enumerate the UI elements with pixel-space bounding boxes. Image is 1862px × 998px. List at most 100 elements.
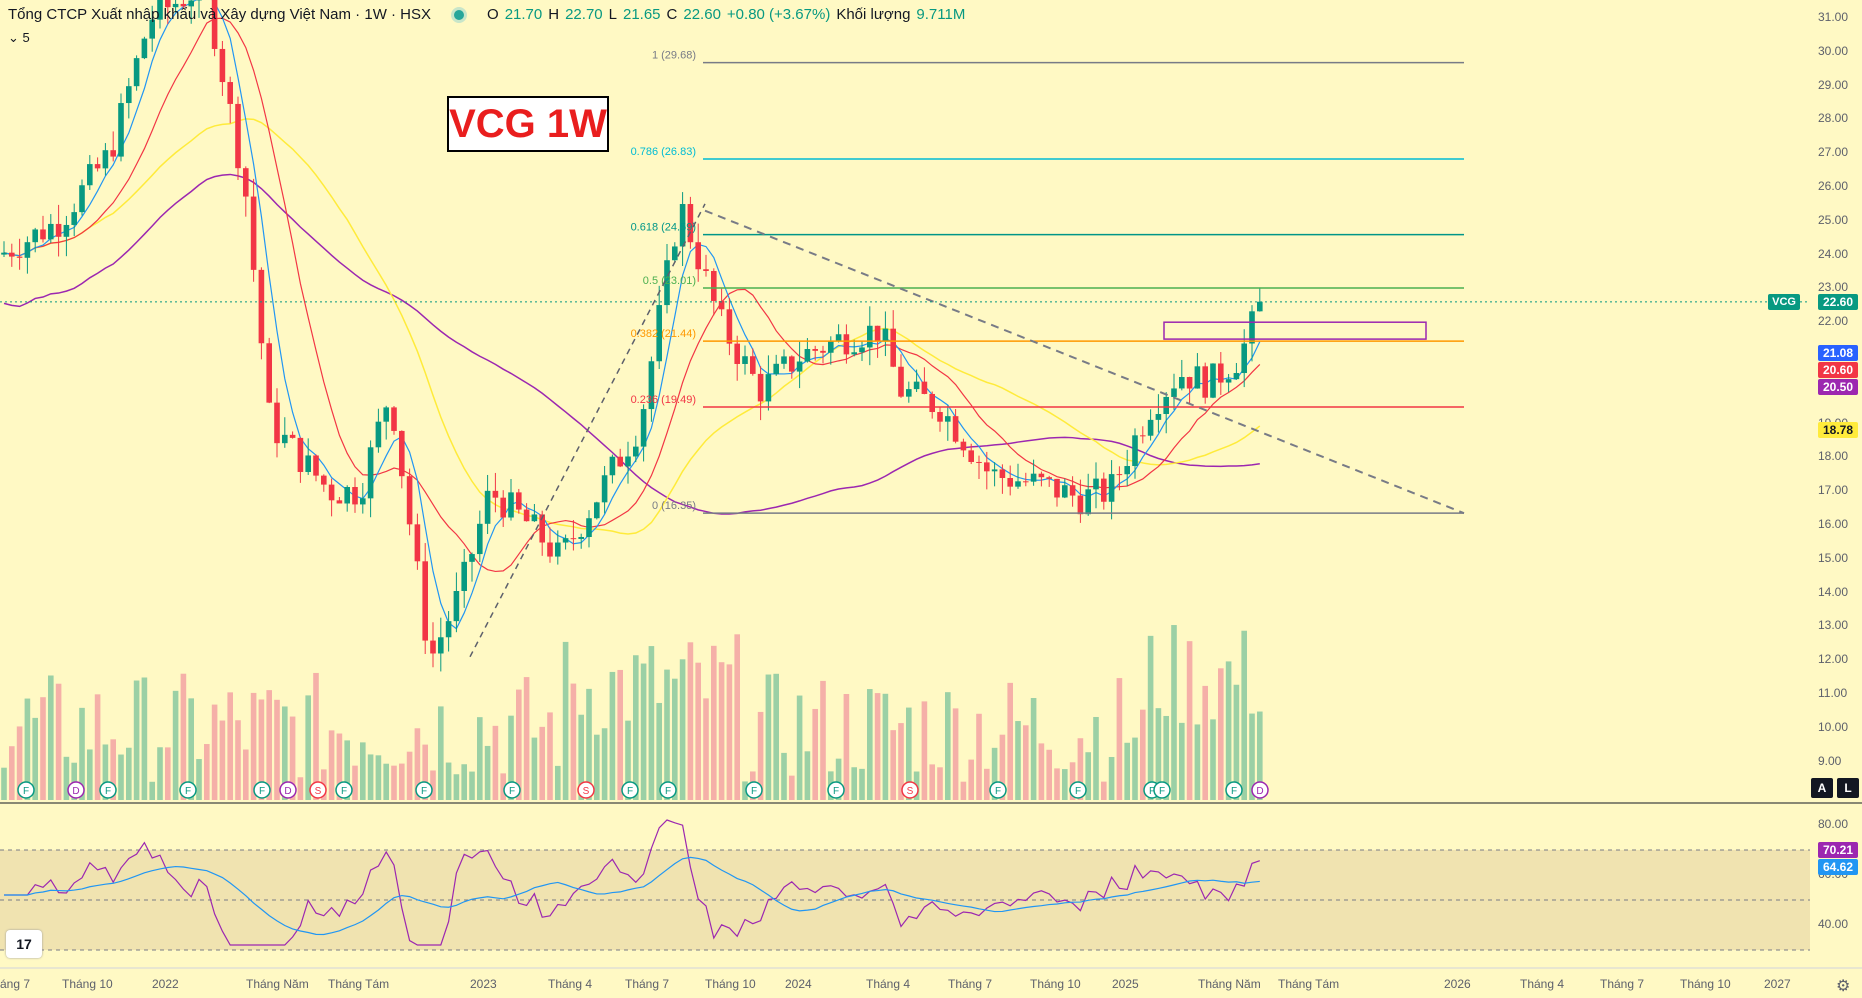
candle-body <box>1249 311 1255 344</box>
volume-bar <box>32 717 38 800</box>
candle-body <box>711 270 717 301</box>
indicator-collapse-button[interactable]: ⌄ 5 <box>8 30 30 45</box>
event-marker-icon <box>253 781 271 799</box>
candle-body <box>126 86 132 104</box>
event-marker-label: F <box>995 786 1001 797</box>
candle-body <box>750 356 756 374</box>
auto-scale-button[interactable]: A <box>1811 778 1833 798</box>
candle-body <box>1225 379 1232 383</box>
volume-bar <box>1093 716 1099 800</box>
volume-bar <box>1140 709 1146 800</box>
price-tick: 26.00 <box>1818 179 1849 193</box>
candle-body <box>921 381 928 394</box>
trendline-down <box>704 209 1465 515</box>
volume-bar <box>16 726 23 800</box>
volume-bar <box>999 734 1006 800</box>
candle-body <box>1171 388 1177 397</box>
volume-bar <box>1015 721 1021 800</box>
candle-body <box>321 475 327 485</box>
volume-bar <box>718 662 725 800</box>
event-marker-icon <box>415 781 433 799</box>
volume-value: 9.711M <box>916 6 966 23</box>
volume-bar <box>204 744 210 800</box>
candle-body <box>781 356 787 364</box>
last-price-label: 22.60 <box>1817 294 1858 310</box>
volume-bar <box>851 767 857 800</box>
candle-body <box>789 356 795 372</box>
candle-body <box>508 492 514 518</box>
candle-body <box>586 518 592 537</box>
candle-body <box>867 325 873 348</box>
time-tick: 2025 <box>1112 977 1139 991</box>
event-marker-label: F <box>23 786 29 797</box>
candle-body <box>500 497 506 518</box>
price-tick: 31.00 <box>1818 10 1849 24</box>
candle-body <box>94 164 101 169</box>
candle-body <box>1062 485 1068 498</box>
event-marker-label: S <box>315 786 322 797</box>
volume-bar <box>1233 684 1240 800</box>
candle-body <box>1054 478 1060 498</box>
time-tick: Tháng Năm <box>246 977 309 991</box>
trendline-up <box>469 203 706 658</box>
candle-body <box>874 325 881 341</box>
candle-body <box>945 416 951 422</box>
event-marker-label: D <box>284 786 291 797</box>
price-tick: 25.00 <box>1818 212 1849 227</box>
time-tick: Tháng 7 <box>948 977 993 991</box>
candle-body <box>757 373 764 402</box>
candle-body <box>804 349 811 362</box>
volume-bar <box>422 744 428 800</box>
volume-bar <box>555 765 561 800</box>
volume-bar <box>367 754 374 800</box>
volume-bar <box>648 646 655 800</box>
candle-body <box>734 343 740 364</box>
price-tick: 10.00 <box>1818 719 1849 734</box>
volume-bar <box>703 698 709 800</box>
fib-level-label: 0.618 (24.59) <box>631 222 696 234</box>
symbol-title[interactable]: Tổng CTCP Xuất nhập khẩu và Xây dựng Việ… <box>8 6 432 23</box>
candle-body <box>227 82 233 104</box>
volume-bar <box>609 671 616 800</box>
tradingview-logo[interactable]: 17 <box>6 930 42 958</box>
candle-body <box>851 352 857 355</box>
volume-bar <box>258 699 265 800</box>
volume-bar <box>991 747 998 800</box>
event-marker-icon <box>827 781 845 799</box>
volume-bar <box>796 695 803 800</box>
log-scale-button[interactable]: L <box>1837 778 1859 798</box>
candle-body <box>9 252 15 257</box>
fib-level-label: 0.5 (23.01) <box>643 275 696 287</box>
candle-body <box>24 242 31 258</box>
candle-body <box>1163 396 1169 415</box>
candle-body <box>555 542 561 557</box>
chart-title-badge: VCG 1W <box>447 96 609 152</box>
candle-body <box>648 361 655 410</box>
volume-bar <box>79 707 85 800</box>
candle-body <box>1257 301 1263 312</box>
ma-label-red: 20.60 <box>1817 362 1858 378</box>
candle-body <box>835 334 842 341</box>
volume-bar <box>789 775 795 800</box>
event-marker-label: F <box>1231 786 1237 797</box>
event-marker-icon <box>621 781 639 799</box>
event-marker-icon <box>99 781 117 799</box>
volume-bar <box>1171 625 1177 800</box>
candle-body <box>219 48 226 83</box>
candle-body <box>765 374 772 402</box>
volume-bar <box>235 720 241 800</box>
settings-gear-icon[interactable]: ⚙ <box>1836 978 1851 995</box>
volume-bar <box>562 641 569 800</box>
ma-label-purple: 20.50 <box>1817 379 1858 395</box>
volume-bar <box>453 774 460 800</box>
candle-body <box>1030 473 1037 482</box>
volume-bar <box>266 690 272 800</box>
candle-body <box>601 475 608 503</box>
candle-body <box>1140 435 1146 437</box>
event-marker-icon <box>335 781 353 799</box>
candle-body <box>48 223 54 240</box>
event-marker-label: F <box>627 786 633 797</box>
volume-bar <box>438 706 444 800</box>
time-tick: Tháng Năm <box>1198 977 1261 991</box>
